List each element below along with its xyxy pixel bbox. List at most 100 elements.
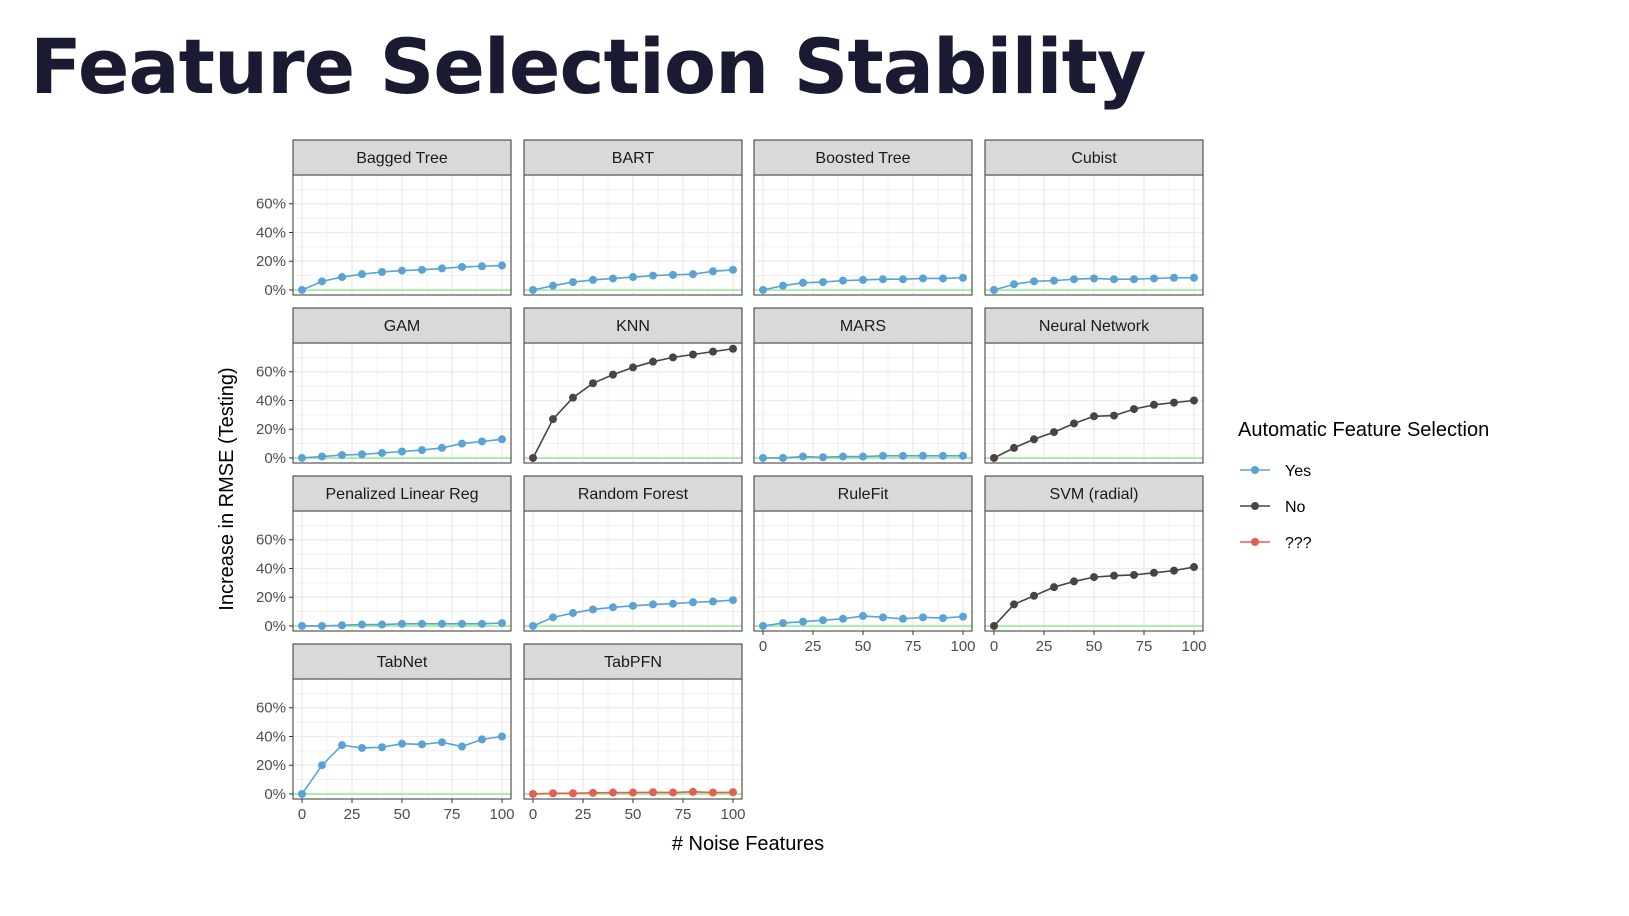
data-point <box>1130 275 1138 284</box>
data-point <box>1050 276 1058 285</box>
data-point <box>478 437 486 446</box>
data-point <box>709 597 717 606</box>
panel-cubist: Cubist <box>984 139 1204 296</box>
data-point <box>438 264 446 273</box>
data-point <box>398 266 406 275</box>
data-point <box>729 344 737 353</box>
strip-label: TabNet <box>377 654 428 671</box>
panel-tabpfn: TabPFN 0 25 50 75 100 <box>523 643 746 823</box>
panel-border <box>523 174 743 296</box>
data-point <box>859 611 867 620</box>
data-point <box>899 614 907 623</box>
data-point <box>569 393 577 402</box>
data-point <box>549 613 557 622</box>
data-point <box>629 273 637 282</box>
y-tick-label: 20% <box>256 589 286 606</box>
data-point <box>378 620 386 629</box>
y-tick-label: 0% <box>264 786 286 803</box>
data-point <box>799 617 807 626</box>
y-tick-label: 60% <box>256 196 286 213</box>
data-point <box>318 452 326 461</box>
data-point <box>1090 573 1098 582</box>
data-point <box>1050 583 1058 592</box>
data-point <box>1090 274 1098 283</box>
data-point <box>498 261 506 270</box>
strip <box>984 139 1204 176</box>
data-point <box>709 788 717 797</box>
panel-border <box>523 342 743 464</box>
data-point <box>478 619 486 628</box>
data-point <box>498 435 506 444</box>
x-tick-label: 100 <box>1181 638 1206 655</box>
data-point <box>1030 435 1038 444</box>
data-point <box>689 787 697 796</box>
panel-rulefit: RuleFit 0 25 50 75 100 <box>753 475 976 655</box>
panel-border <box>984 342 1204 464</box>
panel-knn: KNN <box>523 307 743 464</box>
data-point <box>939 274 947 283</box>
data-point <box>338 741 346 750</box>
legend-key-point <box>1251 466 1259 474</box>
panel-random-forest: Random Forest <box>523 475 743 632</box>
y-tick-label: 0% <box>264 282 286 299</box>
panel-border <box>984 174 1204 296</box>
panel-boosted-tree: Boosted Tree <box>753 139 973 296</box>
data-point <box>1070 577 1078 586</box>
data-point <box>458 742 466 751</box>
data-point <box>529 285 537 294</box>
strip <box>523 475 743 512</box>
data-point <box>779 281 787 290</box>
slide-title: Feature Selection Stability <box>30 22 1146 111</box>
strip-label: GAM <box>384 318 420 335</box>
strip-label: KNN <box>616 318 650 335</box>
panel-penalized-linear-reg: Penalized Linear Reg 0% 20% 40% 60% <box>256 475 512 635</box>
data-point <box>458 262 466 271</box>
panel-mars: MARS <box>753 307 973 464</box>
data-point <box>959 273 967 282</box>
panel-bart: BART <box>523 139 743 296</box>
data-point <box>458 619 466 628</box>
x-axis-title: # Noise Features <box>672 833 824 855</box>
x-tick-label: 75 <box>675 806 692 823</box>
data-point <box>398 447 406 456</box>
data-point <box>589 275 597 284</box>
data-point <box>418 265 426 274</box>
x-tick-label: 0 <box>990 638 998 655</box>
legend-item: Yes <box>1240 463 1311 480</box>
data-point <box>589 379 597 388</box>
y-tick-label: 20% <box>256 421 286 438</box>
strip <box>292 307 512 344</box>
panel-border <box>292 174 512 296</box>
data-point <box>669 270 677 279</box>
panel-border <box>523 510 743 632</box>
data-point <box>839 452 847 461</box>
data-point <box>959 451 967 460</box>
data-point <box>549 281 557 290</box>
data-point <box>689 350 697 359</box>
y-tick-label: 20% <box>256 253 286 270</box>
x-tick-label: 25 <box>1036 638 1053 655</box>
data-point <box>709 267 717 276</box>
data-point <box>1090 412 1098 421</box>
y-tick-label: 0% <box>264 450 286 467</box>
strip-label: Cubist <box>1071 150 1117 167</box>
data-point <box>729 265 737 274</box>
strip-label: Bagged Tree <box>356 150 448 167</box>
data-point <box>709 347 717 356</box>
data-point <box>919 451 927 460</box>
data-point <box>609 788 617 797</box>
data-point <box>689 598 697 607</box>
legend-key-point <box>1251 538 1259 546</box>
data-point <box>529 789 537 798</box>
data-point <box>1130 405 1138 414</box>
data-point <box>649 357 657 366</box>
strip <box>292 475 512 512</box>
data-point <box>939 451 947 460</box>
data-point <box>629 788 637 797</box>
data-point <box>1150 568 1158 577</box>
data-point <box>959 612 967 621</box>
panel-border <box>753 174 973 296</box>
data-point <box>358 450 366 459</box>
legend-label: ??? <box>1285 535 1312 552</box>
data-point <box>498 732 506 741</box>
